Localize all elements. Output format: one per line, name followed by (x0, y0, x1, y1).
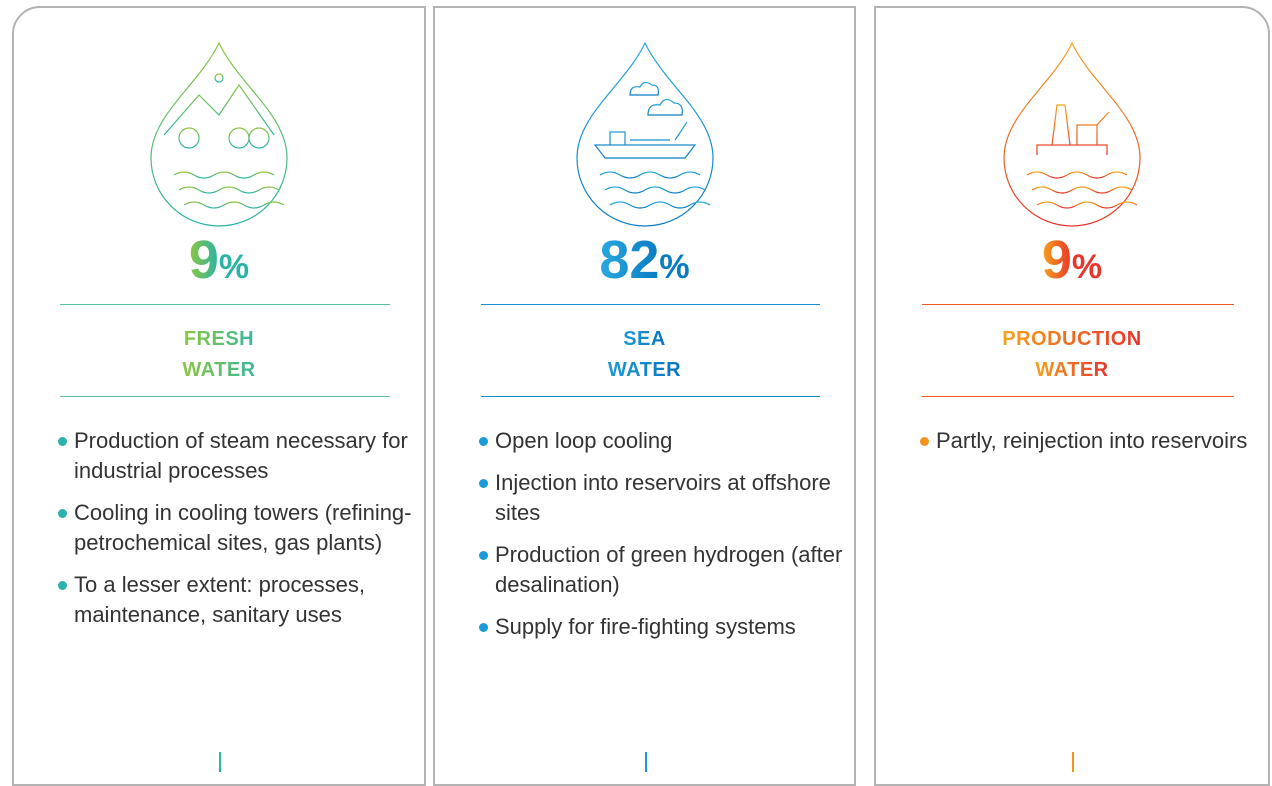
page: 9%FRESHWATERProduction of steam necessar… (0, 0, 1272, 771)
percent-number: 9 (1042, 230, 1072, 290)
title-line: WATER (1035, 355, 1108, 386)
tree (179, 128, 199, 148)
percent: 82% (435, 230, 854, 304)
title-line: WATER (608, 355, 681, 386)
bottom-tick (645, 752, 647, 772)
bullet-item: Supply for fire-fighting systems (479, 612, 844, 642)
cloud (648, 99, 682, 115)
drop-outline (1004, 43, 1140, 226)
tree (229, 128, 249, 148)
rig (1037, 105, 1109, 155)
wave (1027, 172, 1127, 178)
bullet-item: Injection into reservoirs at offshore si… (479, 468, 844, 528)
title-line: FRESH (184, 324, 254, 355)
rule (481, 396, 820, 397)
wave (179, 187, 279, 193)
title-line: SEA (623, 324, 666, 355)
rule (60, 304, 390, 305)
bullet-item: To a lesser extent: processes, maintenan… (58, 570, 414, 630)
bullet-list: Production of steam necessary for indust… (58, 426, 414, 642)
percent: 9% (14, 230, 424, 304)
wave (1037, 202, 1137, 208)
title-line: WATER (182, 355, 255, 386)
wave (605, 187, 705, 193)
wave (184, 202, 284, 208)
rule (60, 396, 390, 397)
mountains (164, 85, 274, 135)
bottom-tick (1072, 752, 1074, 772)
bullet-list: Partly, reinjection into reservoirs (920, 426, 1258, 468)
sun (215, 74, 223, 82)
drop-icon (144, 40, 294, 230)
bullet-list: Open loop cooling Injection into reservoi… (479, 426, 844, 654)
rule (481, 304, 820, 305)
rule (922, 304, 1234, 305)
percent: 9% (876, 230, 1268, 304)
percent-number: 82 (599, 230, 659, 290)
tree (249, 128, 269, 148)
bottom-tick (219, 752, 221, 772)
drop-outline (151, 43, 287, 226)
wave (610, 202, 710, 208)
bullet-item: Production of green hydrogen (after desa… (479, 540, 844, 600)
title-line: PRODUCTION (1002, 324, 1141, 355)
percent-unit: % (659, 248, 689, 286)
percent-unit: % (1072, 248, 1102, 286)
bullet-item: Cooling in cooling towers (refining-petr… (58, 498, 414, 558)
percent-unit: % (219, 248, 249, 286)
bullet-item: Production of steam necessary for indust… (58, 426, 414, 486)
drop-icon (997, 40, 1147, 230)
drop-icon (570, 40, 720, 230)
rule (922, 396, 1234, 397)
wave (600, 172, 700, 178)
wave (1032, 187, 1132, 193)
wave (174, 172, 274, 178)
ship (595, 122, 695, 158)
bullet-item: Open loop cooling (479, 426, 844, 456)
cloud (630, 82, 658, 95)
bullet-item: Partly, reinjection into reservoirs (920, 426, 1258, 456)
drop-outline (577, 43, 713, 226)
percent-number: 9 (189, 230, 219, 290)
